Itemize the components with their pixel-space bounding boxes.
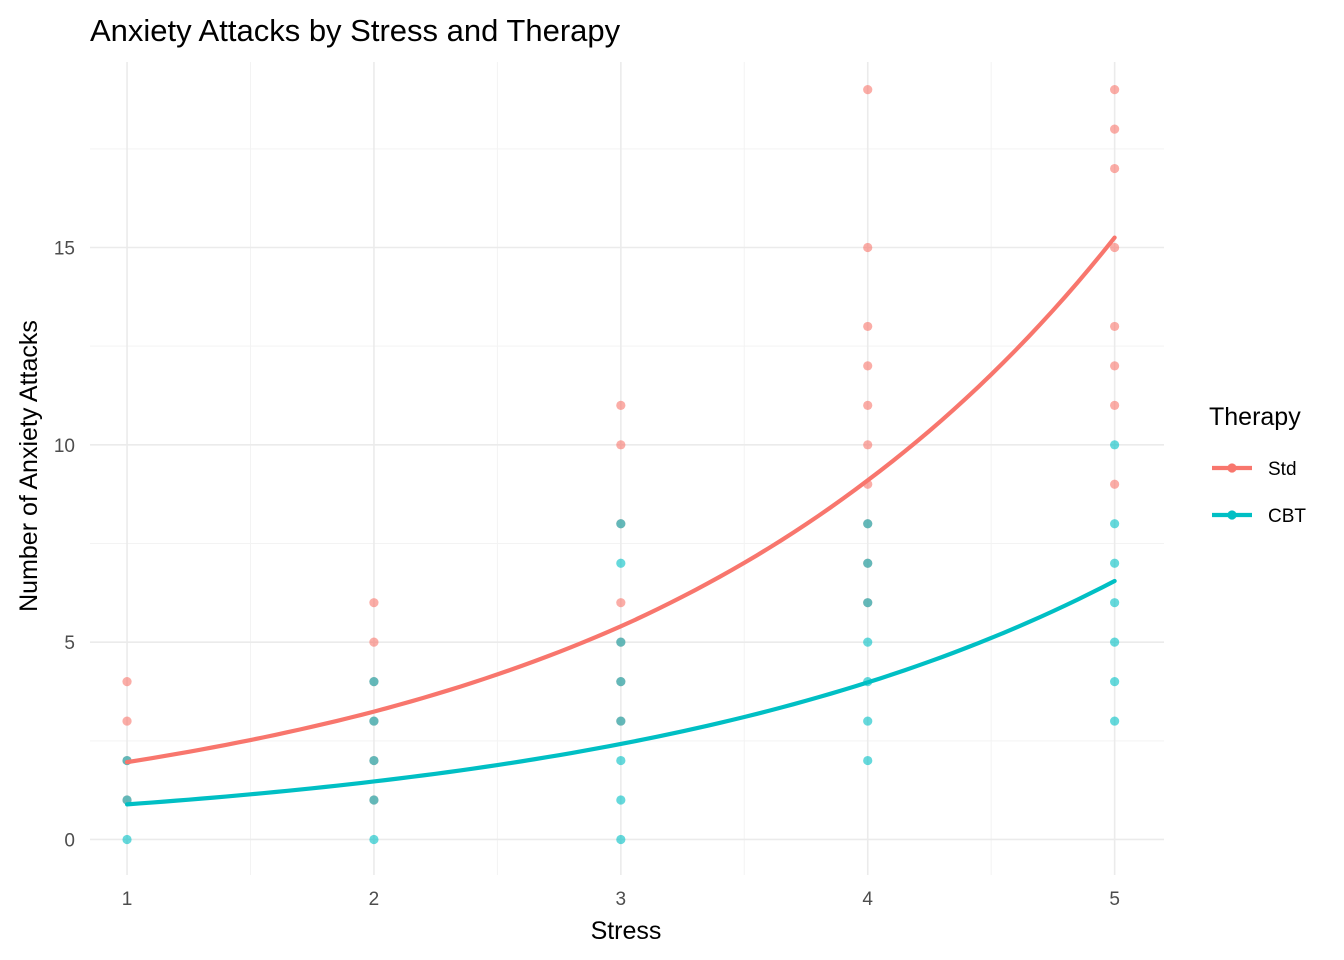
cbt-data-point bbox=[369, 755, 379, 766]
std-data-point bbox=[1110, 242, 1120, 253]
cbt-data-point bbox=[1110, 716, 1120, 726]
cbt-data-point bbox=[616, 755, 626, 766]
legend-label: CBT bbox=[1268, 506, 1306, 527]
std-data-point bbox=[1110, 400, 1120, 410]
legend-title: Therapy bbox=[1209, 403, 1301, 431]
legend-key-point bbox=[1227, 510, 1237, 520]
cbt-data-point bbox=[369, 834, 379, 845]
std-data-point bbox=[1110, 163, 1120, 174]
legend-key-point bbox=[1227, 463, 1237, 473]
cbt-data-point bbox=[1110, 519, 1120, 529]
std-data-point bbox=[1110, 85, 1120, 95]
cbt-data-point bbox=[863, 755, 873, 766]
std-data-point bbox=[863, 85, 873, 95]
std-data-point bbox=[1110, 361, 1120, 371]
cbt-data-point bbox=[369, 677, 379, 687]
cbt-data-point bbox=[1110, 598, 1120, 608]
std-data-point bbox=[369, 637, 379, 647]
y-tick-label: 10 bbox=[54, 436, 75, 457]
x-tick-labels: 1 2 3 4 5 bbox=[122, 889, 1120, 910]
cbt-data-point bbox=[863, 519, 873, 529]
cbt-data-point bbox=[369, 716, 379, 726]
x-tick-label: 2 bbox=[369, 889, 380, 910]
data-points bbox=[122, 85, 1120, 845]
std-data-point bbox=[616, 400, 626, 410]
x-tick-label: 1 bbox=[122, 889, 133, 910]
cbt-data-point bbox=[863, 716, 873, 726]
y-tick-labels: 0 5 10 15 bbox=[54, 238, 75, 851]
chart-title: Anxiety Attacks by Stress and Therapy bbox=[90, 13, 621, 48]
cbt-data-point bbox=[863, 598, 873, 608]
y-tick-label: 0 bbox=[64, 830, 75, 851]
cbt-data-point bbox=[616, 795, 626, 805]
std-data-point bbox=[122, 716, 132, 726]
std-data-point bbox=[1110, 124, 1120, 134]
std-data-point bbox=[1110, 479, 1120, 489]
std-data-point bbox=[863, 242, 873, 253]
y-axis-title: Number of Anxiety Attacks bbox=[15, 320, 43, 612]
std-data-point bbox=[1110, 321, 1120, 332]
std-data-point bbox=[863, 361, 873, 371]
std-data-point bbox=[616, 598, 626, 608]
legend: Therapy Std CBT bbox=[1209, 403, 1306, 527]
cbt-data-point bbox=[616, 716, 626, 726]
cbt-data-point bbox=[863, 558, 873, 568]
std-data-point bbox=[369, 598, 379, 608]
cbt-data-point bbox=[122, 834, 132, 845]
y-tick-label: 15 bbox=[54, 238, 75, 259]
cbt-fit-line bbox=[124, 578, 1117, 807]
cbt-data-point bbox=[616, 519, 626, 529]
x-axis-title: Stress bbox=[591, 917, 662, 945]
legend-items: Std CBT bbox=[1212, 459, 1306, 527]
grid-layer bbox=[90, 62, 1164, 875]
legend-label: Std bbox=[1268, 459, 1297, 480]
cbt-data-point bbox=[1110, 637, 1120, 647]
cbt-data-point bbox=[616, 637, 626, 647]
std-data-point bbox=[616, 440, 626, 450]
std-fit-line bbox=[124, 235, 1117, 765]
cbt-data-point bbox=[863, 637, 873, 647]
cbt-data-point bbox=[616, 834, 626, 845]
x-tick-label: 4 bbox=[862, 889, 873, 910]
std-data-point bbox=[122, 677, 132, 687]
std-data-point bbox=[863, 400, 873, 410]
y-tick-label: 5 bbox=[64, 633, 75, 654]
cbt-data-point bbox=[1110, 558, 1120, 568]
cbt-data-point bbox=[369, 795, 379, 805]
fit-lines bbox=[124, 235, 1117, 807]
std-data-point bbox=[863, 321, 873, 332]
cbt-data-point bbox=[616, 558, 626, 568]
x-tick-label: 5 bbox=[1109, 889, 1120, 910]
cbt-data-point bbox=[616, 677, 626, 687]
std-data-point bbox=[863, 440, 873, 450]
cbt-data-point bbox=[1110, 440, 1120, 450]
cbt-data-point bbox=[1110, 677, 1120, 687]
x-tick-label: 3 bbox=[616, 889, 627, 910]
